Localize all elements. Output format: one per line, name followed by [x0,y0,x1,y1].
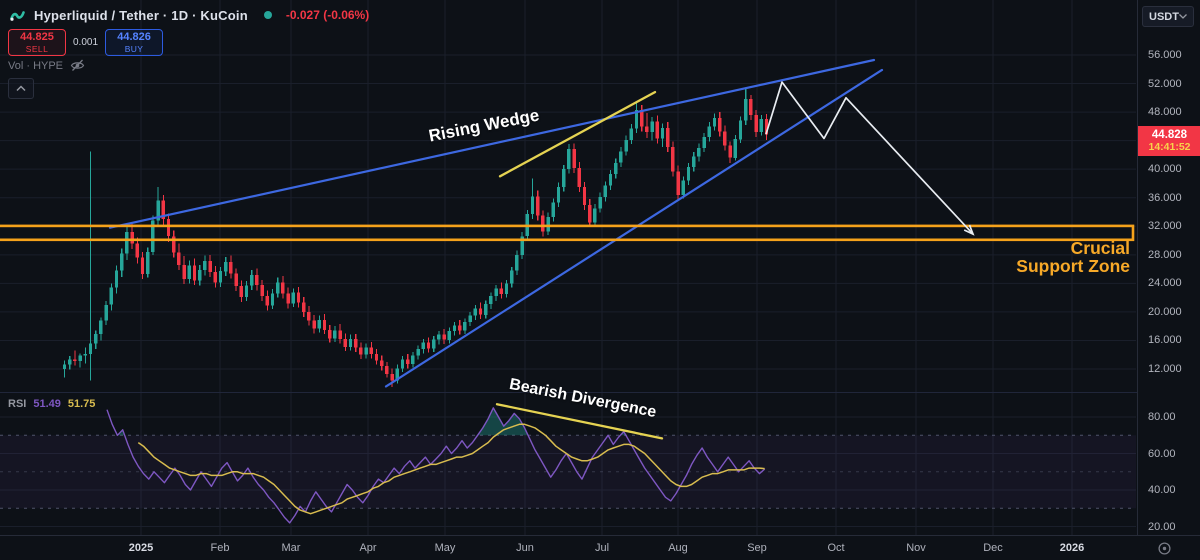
time-tick-label: Aug [668,542,688,554]
eye-off-icon[interactable] [70,59,85,72]
buy-label: BUY [124,43,144,54]
time-tick-label: 2026 [1059,542,1085,554]
rsi-legend: RSI 51.49 51.75 [8,398,95,410]
projection-arrowhead [963,224,975,236]
symbol-title[interactable]: Hyperliquid / Tether · 1D · KuCoin [34,7,248,23]
price-tick-label: 40.000 [1148,163,1182,176]
time-tick-label: Mar [281,542,301,554]
projection-zigzag [765,81,974,235]
buy-button[interactable]: 44.826 BUY [105,29,164,56]
price-tick-label: 52.000 [1148,77,1182,90]
last-price-label: 44.828 14:41:52 [1138,126,1200,156]
rsi-value: 51.49 [33,398,61,410]
time-tick-label: Sep [747,542,767,554]
wedge-upper-trendline [108,58,876,229]
spread-value: 0.001 [73,37,99,48]
chevron-down-icon [1179,14,1187,19]
rsi-tick-label: 80.00 [1148,411,1176,423]
time-tick-label: Jun [516,542,534,554]
time-tick-label: May [434,542,456,554]
rsi-ma-value: 51.75 [67,398,96,410]
bar-countdown: 14:41:52 [1148,140,1191,153]
wedge-lower-trendline [384,68,884,388]
chevron-up-icon [16,85,26,92]
time-tick-label: Nov [906,542,926,554]
price-change: -0.027 (-0.06%) [285,8,370,22]
buy-price: 44.826 [117,30,151,43]
price-tick-label: 28.000 [1148,248,1182,261]
sell-price: 44.825 [20,30,54,43]
sell-button[interactable]: 44.825 SELL [8,29,66,56]
time-tick-label: Dec [983,542,1003,554]
support-zone-rect [0,224,1135,242]
sell-label: SELL [25,43,49,54]
last-price-value: 44.828 [1151,128,1188,141]
rsi-tick-label: 20.00 [1148,520,1176,533]
volume-label: Vol · HYPE [8,59,64,72]
pane-collapse-button[interactable] [8,78,34,99]
trade-buttons-row: 44.825 SELL 0.001 44.826 BUY [8,29,164,56]
time-tick-label: Oct [827,542,845,554]
price-tick-label: 20.000 [1148,305,1182,318]
price-tick-label: 12.000 [1148,363,1182,375]
currency-label: USDT [1149,10,1179,23]
time-tick-label: Apr [359,542,377,554]
currency-dropdown-button[interactable]: USDT [1142,6,1194,27]
support-zone-line1: Crucial [1070,238,1130,258]
go-to-realtime-icon[interactable] [1157,541,1172,560]
rsi-tick-label: 60.00 [1148,447,1176,460]
yellow-trendline [498,90,657,178]
divergence-line [495,403,664,440]
support-zone-line2: Support Zone [1016,256,1130,276]
hyperliquid-logo-icon [8,6,26,24]
candles-layer [62,87,769,387]
volume-legend: Vol · HYPE [8,59,85,72]
chart-header: Hyperliquid / Tether · 1D · KuCoin -0.02… [8,6,369,24]
rsi-ma-line [137,423,765,515]
price-tick-label: 24.000 [1148,277,1182,290]
price-tick-label: 48.000 [1148,106,1182,119]
price-tick-label: 36.000 [1148,191,1182,204]
time-tick-label: 2025 [128,542,154,554]
time-tick-label: Jul [594,542,610,554]
rsi-tick-label: 40.00 [1148,484,1176,496]
support-zone-annotation[interactable]: Crucial Support Zone [1016,239,1130,275]
price-tick-label: 32.000 [1148,220,1182,233]
price-tick-label: 16.000 [1148,334,1182,347]
time-axis[interactable]: 2025 Feb Mar Apr May Jun Jul Aug Sep Oct Nov Dec 202… [0,535,1200,560]
price-axis[interactable]: USDT 44.828 14:41:52 56.000 52.000 48.000 4… [1137,0,1200,535]
market-status-dot[interactable] [263,11,272,19]
rsi-line [106,407,766,524]
rsi-title: RSI [8,398,27,410]
price-tick-label: 56.000 [1148,49,1182,61]
time-tick-label: Feb [210,542,230,554]
